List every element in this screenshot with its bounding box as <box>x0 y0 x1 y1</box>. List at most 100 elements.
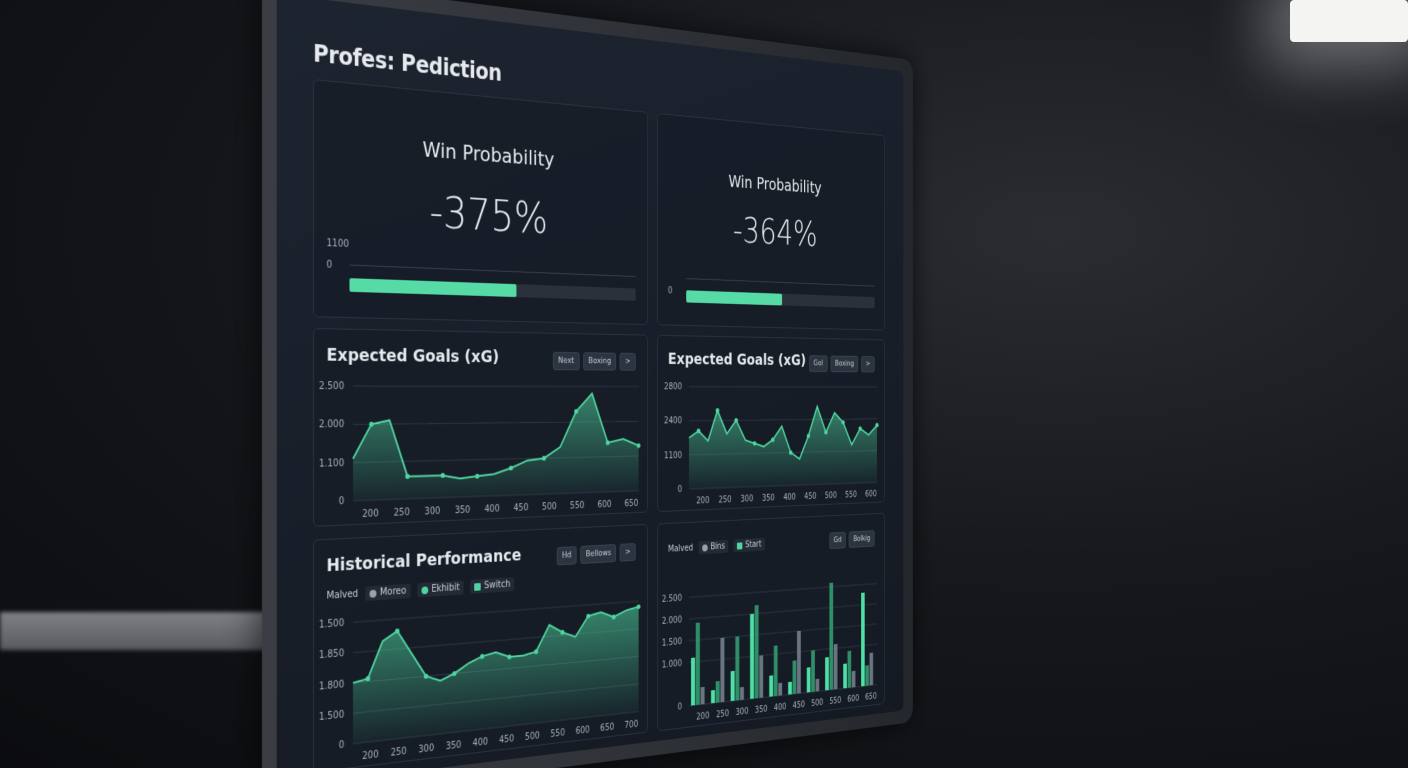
bar <box>711 690 715 703</box>
progress-track <box>686 290 874 308</box>
point <box>637 443 641 448</box>
bar <box>843 663 847 688</box>
area <box>689 406 877 489</box>
x-tick-label: 250 <box>394 507 410 519</box>
legend-item: Start <box>734 538 765 552</box>
x-tick-label: 500 <box>811 698 823 709</box>
bar <box>793 660 797 694</box>
legend-item: Bins <box>699 540 729 555</box>
button[interactable]: > <box>861 356 874 372</box>
point <box>842 420 845 424</box>
lamp <box>1290 0 1408 42</box>
grid-line <box>689 584 877 598</box>
y-tick-label: 1100 <box>664 451 682 461</box>
x-tick-label: 450 <box>793 700 805 711</box>
win-card: Win Probability -364% 0 <box>657 113 885 331</box>
legend-swatch <box>474 583 480 591</box>
button[interactable]: Bolkig <box>849 530 875 548</box>
x-tick-label: 350 <box>762 493 775 503</box>
x-tick-label: 200 <box>362 749 378 762</box>
dashboard-title: Profes: Pediction <box>313 40 501 87</box>
x-tick-label: 650 <box>865 692 877 703</box>
bar <box>797 631 801 694</box>
y-tick-label: 0 <box>339 740 345 752</box>
shelf <box>0 612 300 650</box>
legend-swatch <box>702 544 708 551</box>
y-tick-label: 2.500 <box>319 381 344 392</box>
button[interactable]: Next <box>553 352 580 370</box>
x-tick-label: 500 <box>825 491 837 501</box>
chart-panel: Historical Performance Hd Bellows > Malved Mo… <box>313 524 648 768</box>
button[interactable]: Gol <box>809 355 827 372</box>
point <box>574 409 578 414</box>
card-axis-label: 1100 <box>327 238 350 250</box>
x-tick-label: 350 <box>455 505 471 516</box>
bar <box>852 671 856 688</box>
bar <box>716 681 720 703</box>
bar <box>778 683 782 696</box>
y-tick-label: 0 <box>339 496 345 507</box>
legend-label: Start <box>745 540 761 550</box>
x-tick-label: 400 <box>473 737 488 749</box>
x-tick-label: 600 <box>865 490 877 500</box>
x-tick-label: 550 <box>570 501 584 512</box>
point <box>637 604 641 609</box>
x-tick-label: 600 <box>576 725 590 737</box>
x-tick-label: 300 <box>740 494 753 504</box>
bar <box>834 644 838 690</box>
bar <box>816 679 820 692</box>
button[interactable]: Boxing <box>583 352 616 370</box>
x-tick-label: 500 <box>542 502 557 513</box>
button[interactable]: Gd <box>829 532 846 549</box>
rule <box>686 278 874 286</box>
x-tick-label: 200 <box>696 711 709 722</box>
bar <box>696 623 700 706</box>
point <box>369 422 373 427</box>
legend-label: Switch <box>484 579 510 591</box>
y-tick-label: 1.850 <box>319 648 344 661</box>
y-tick-label: 2400 <box>664 416 682 426</box>
button[interactable]: Bellows <box>580 544 616 564</box>
bar <box>870 653 874 686</box>
y-tick-label: 2.500 <box>662 593 682 604</box>
y-tick-label: 2.000 <box>662 615 682 627</box>
progress-fill <box>349 278 516 297</box>
chart-panel: Expected Goals (xG) Gol Boxing >0 1100 2400 28… <box>657 335 885 512</box>
point <box>716 408 720 412</box>
button[interactable]: Hd <box>557 546 577 565</box>
y-tick-label: 1.100 <box>319 458 344 470</box>
button-group: Gol Boxing > <box>809 355 875 372</box>
button[interactable]: Boxing <box>831 356 859 373</box>
x-tick-label: 600 <box>847 694 859 705</box>
area <box>353 394 639 501</box>
x-tick-label: 650 <box>600 722 614 734</box>
button[interactable]: > <box>620 543 636 562</box>
x-tick-label: 200 <box>362 508 378 520</box>
rule <box>349 265 635 277</box>
legend: Malved Moreo Ekhibit Switch <box>327 577 515 603</box>
x-tick-label: 300 <box>425 506 441 517</box>
legend-swatch <box>737 542 742 549</box>
bar <box>861 593 865 687</box>
x-tick-label: 300 <box>418 743 434 756</box>
x-tick-label: 450 <box>499 734 514 746</box>
bar <box>691 658 695 706</box>
card-axis-label: 0 <box>668 286 673 296</box>
panel-title: Historical Performance <box>327 545 522 576</box>
button[interactable]: > <box>620 353 636 371</box>
x-tick-label: 550 <box>550 728 565 740</box>
chart: 01.5001.8001.8501.500200 250 300 350 400 450 5… <box>314 593 647 768</box>
x-tick-label: 250 <box>719 495 732 505</box>
legend-swatch <box>421 586 428 594</box>
legend-label: Bins <box>710 542 724 552</box>
progress-track <box>349 278 635 301</box>
bar <box>825 657 829 690</box>
card-axis-label: 0 <box>327 260 333 271</box>
bar <box>807 667 811 692</box>
x-tick-label: 200 <box>696 496 709 506</box>
card-value: -375% <box>314 178 647 248</box>
bar <box>720 638 724 703</box>
y-tick-label: 0 <box>678 485 682 495</box>
bar <box>735 636 739 700</box>
